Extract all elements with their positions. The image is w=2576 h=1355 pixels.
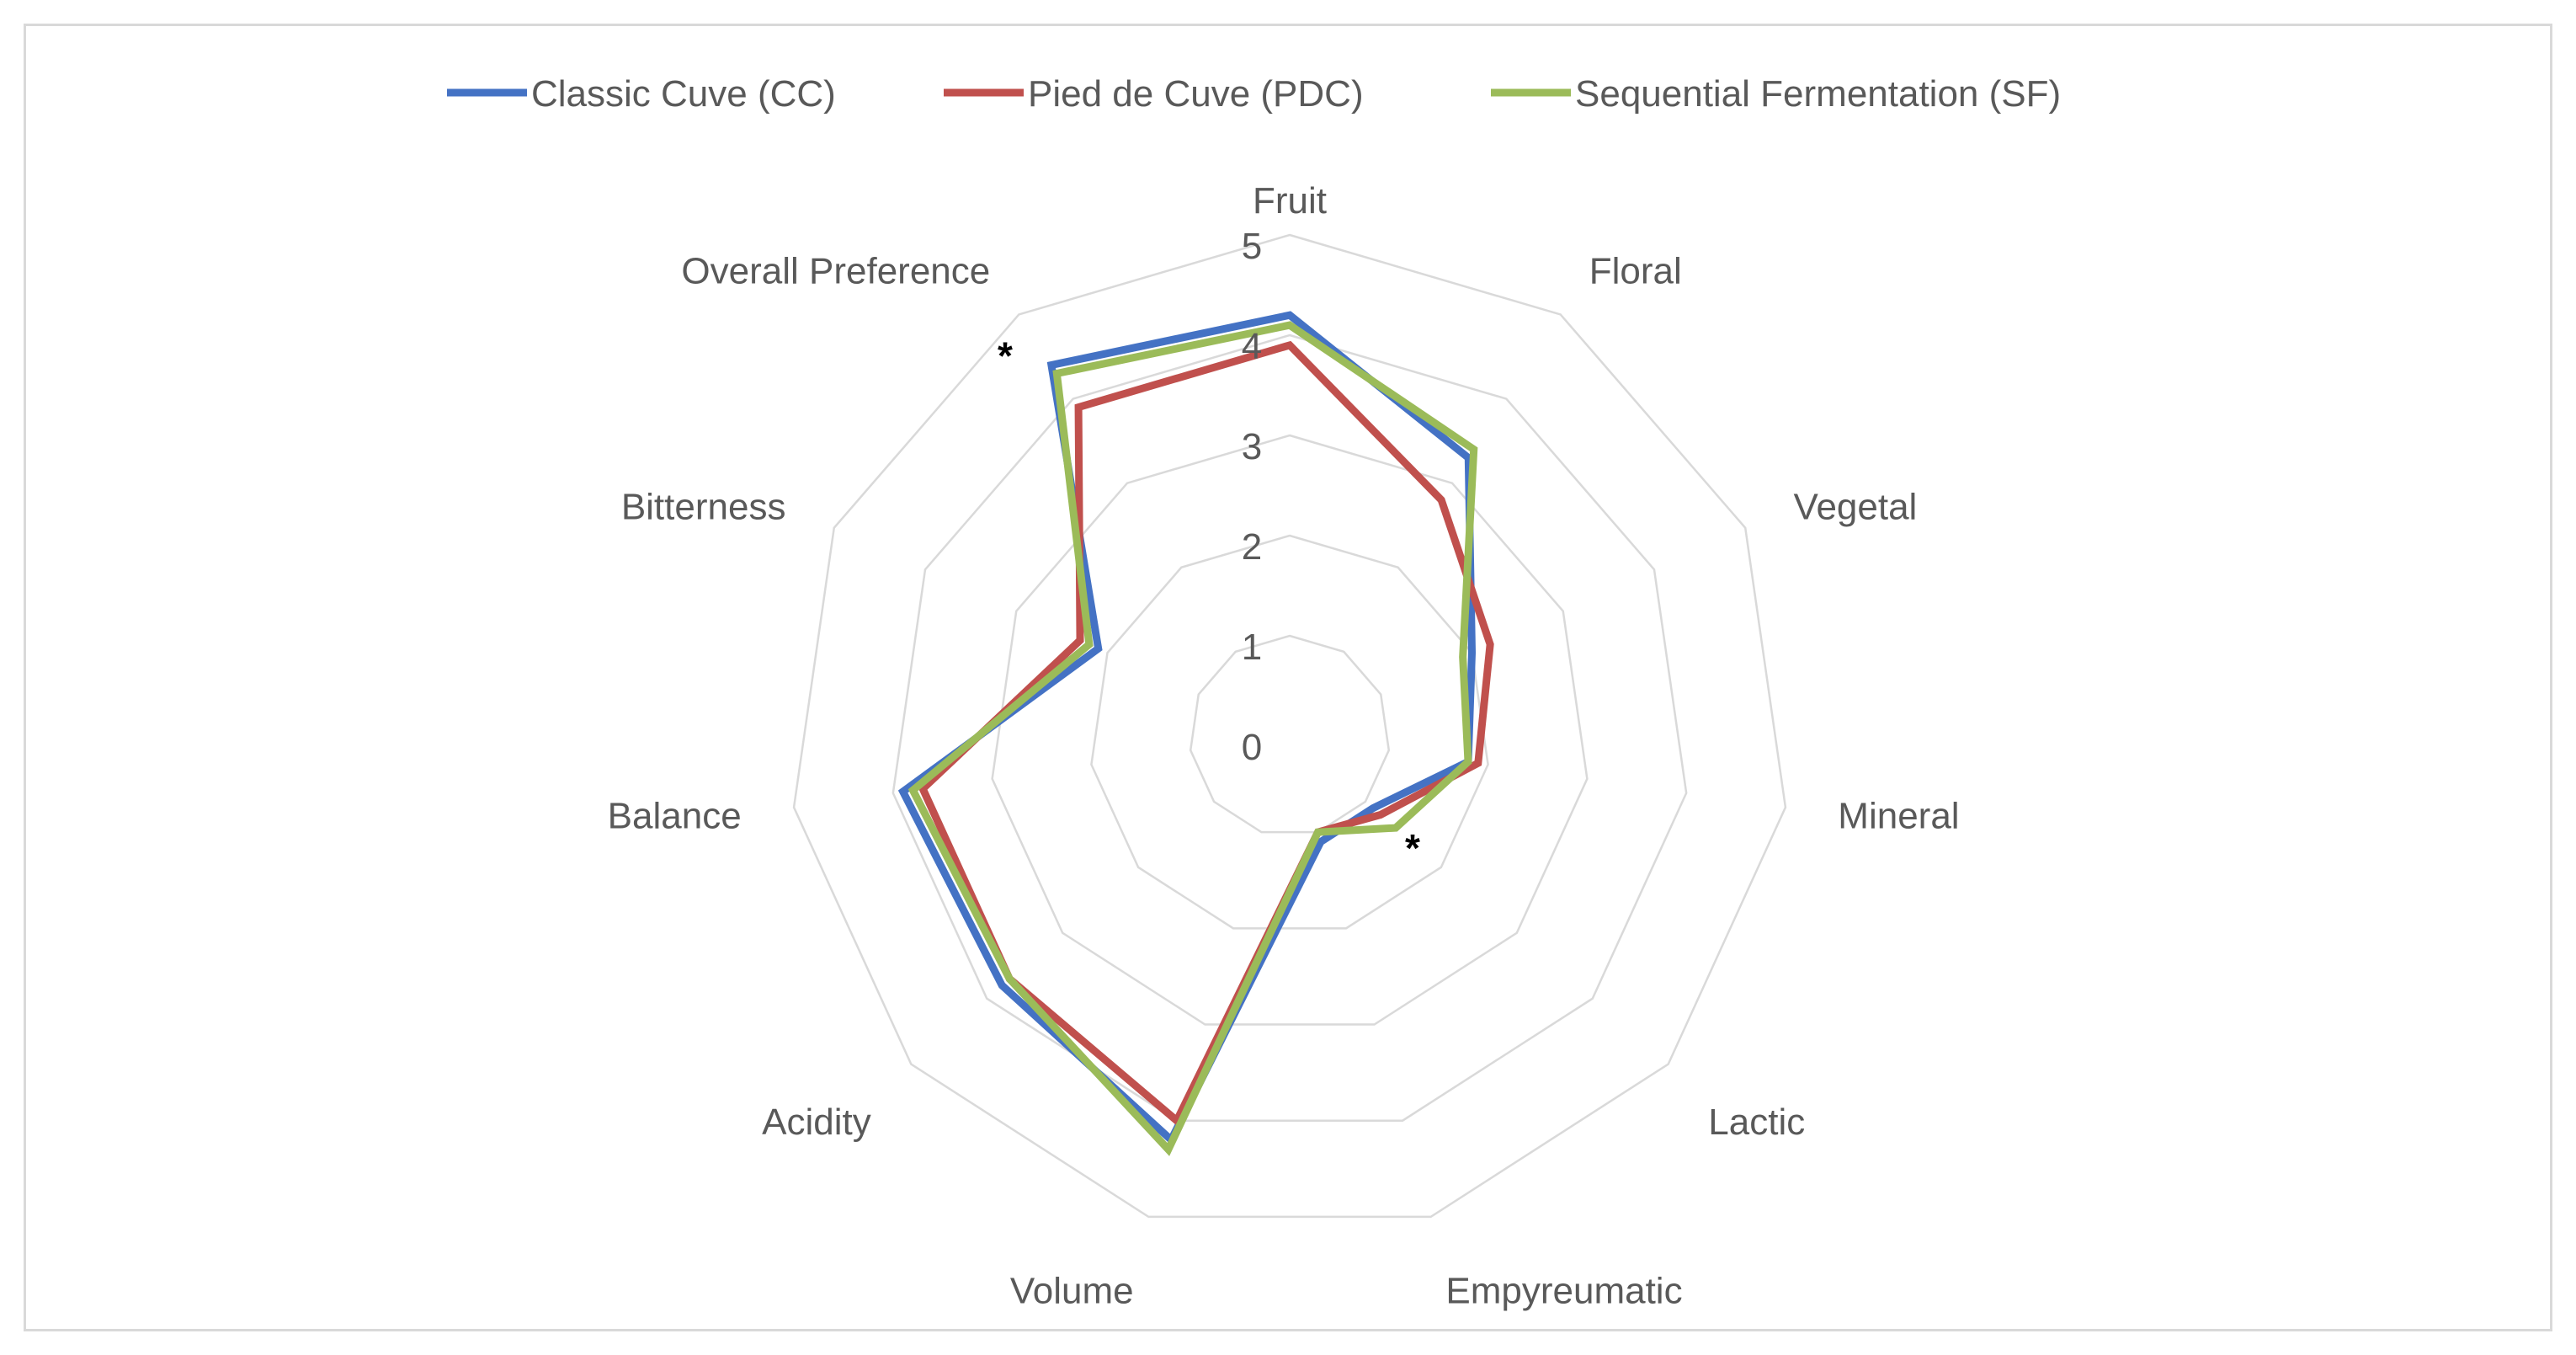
category-label-10: Bitterness	[621, 487, 786, 528]
tick-label-3: 3	[1242, 426, 1262, 467]
category-label-2: Floral	[1589, 250, 1682, 291]
category-label-6: Empyreumatic	[1445, 1270, 1682, 1311]
grid-ring-5	[792, 233, 1787, 1219]
category-label-1: Fruit	[1253, 180, 1327, 221]
annotation-asterisk-2: *	[1405, 826, 1420, 870]
tick-label-4: 4	[1242, 326, 1262, 367]
legend: Classic Cuve (CC) Pied de Cuve (PDC) Seque…	[447, 73, 2061, 115]
grid-ring-1	[1189, 634, 1391, 834]
tick-label-2: 2	[1242, 526, 1262, 568]
radar-series	[897, 311, 1494, 1156]
tick-label-1: 1	[1242, 627, 1262, 668]
legend-label-2: Pied de Cuve (PDC)	[1028, 73, 1364, 115]
grid-ring-3	[991, 434, 1589, 1026]
grid-ring-2	[1090, 534, 1489, 930]
radar-grid	[792, 233, 1787, 1219]
chart-frame: Fruit Floral Vegetal Mineral Lactic Empyreuma…	[24, 24, 2552, 1331]
radar-chart: Fruit Floral Vegetal Mineral Lactic Empyreuma…	[447, 73, 2061, 1311]
category-labels: Fruit Floral Vegetal Mineral Lactic Empyreuma…	[608, 180, 1960, 1311]
category-label-5: Lactic	[1708, 1102, 1805, 1143]
category-label-11: Overall Preference	[681, 250, 990, 291]
tick-label-5: 5	[1242, 226, 1262, 267]
category-label-3: Vegetal	[1794, 487, 1918, 528]
tick-label-0: 0	[1242, 727, 1262, 768]
category-label-9: Balance	[608, 796, 742, 837]
category-label-7: Volume	[1010, 1270, 1134, 1311]
series-line-3	[907, 321, 1478, 1156]
tick-labels: 0 1 2 3 4 5	[1242, 226, 1262, 768]
annotations: **	[998, 334, 1420, 871]
annotation-asterisk-1: *	[998, 334, 1013, 378]
grid-ring-4	[891, 333, 1688, 1122]
legend-label-1: Classic Cuve (CC)	[531, 73, 836, 115]
legend-label-3: Sequential Fermentation (SF)	[1575, 73, 2061, 115]
category-label-4: Mineral	[1838, 796, 1959, 837]
category-label-8: Acidity	[762, 1102, 871, 1143]
